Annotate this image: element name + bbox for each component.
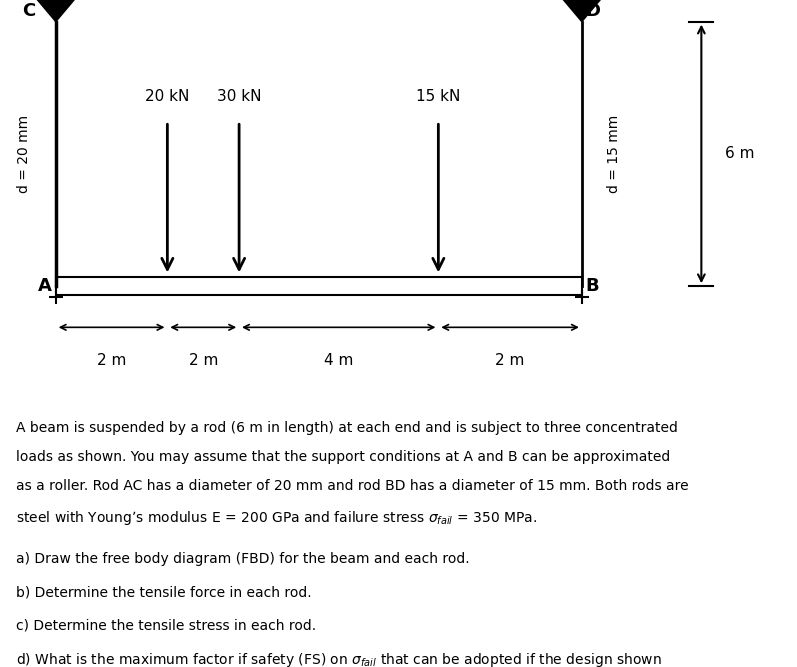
Text: as a roller. Rod AC has a diameter of 20 mm and rod BD has a diameter of 15 mm. : as a roller. Rod AC has a diameter of 20… (16, 480, 689, 494)
Text: b) Determine the tensile force in each rod.: b) Determine the tensile force in each r… (16, 585, 312, 599)
Text: d = 20 mm: d = 20 mm (17, 115, 31, 193)
Text: steel with Young’s modulus E = 200 GPa and failure stress $\sigma_{fail}$ = 350 : steel with Young’s modulus E = 200 GPa a… (16, 508, 537, 526)
Text: d) What is the maximum factor if safety (FS) on $\sigma_{fail}$ that can be adop: d) What is the maximum factor if safety … (16, 651, 662, 667)
Text: a) Draw the free body diagram (FBD) for the beam and each rod.: a) Draw the free body diagram (FBD) for … (16, 552, 469, 566)
Text: loads as shown. You may assume that the support conditions at A and B can be app: loads as shown. You may assume that the … (16, 450, 670, 464)
Polygon shape (34, 0, 77, 22)
Text: B: B (586, 277, 599, 295)
Text: 2 m: 2 m (189, 354, 218, 368)
Text: C: C (22, 1, 36, 19)
Text: 20 kN: 20 kN (145, 89, 190, 104)
Text: d = 15 mm: d = 15 mm (607, 115, 621, 193)
Text: D: D (586, 1, 601, 19)
Text: 15 kN: 15 kN (416, 89, 461, 104)
Bar (56, 277, 582, 295)
Text: c) Determine the tensile stress in each rod.: c) Determine the tensile stress in each … (16, 618, 316, 632)
Text: 2 m: 2 m (97, 354, 126, 368)
Text: 4 m: 4 m (324, 354, 353, 368)
Polygon shape (559, 0, 604, 22)
Text: 30 kN: 30 kN (217, 89, 261, 104)
Text: 6 m: 6 m (725, 147, 755, 161)
Text: 2 m: 2 m (496, 354, 524, 368)
Text: A: A (38, 277, 52, 295)
Text: A beam is suspended by a rod (6 m in length) at each end and is subject to three: A beam is suspended by a rod (6 m in len… (16, 421, 677, 435)
